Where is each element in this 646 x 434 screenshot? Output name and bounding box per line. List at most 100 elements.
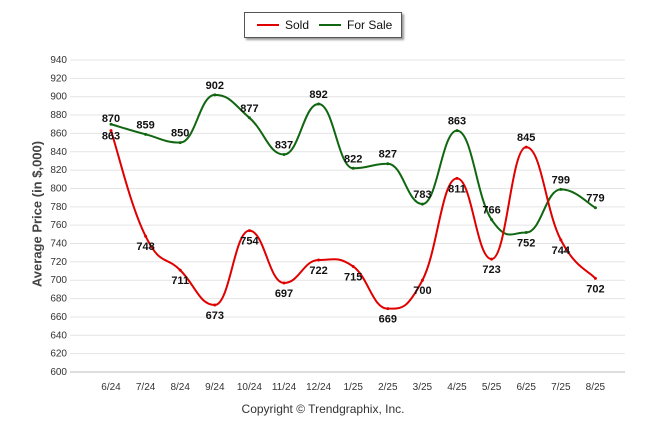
data-label-for-sale-6-25: 752 bbox=[517, 238, 535, 250]
data-label-sold-7-25: 744 bbox=[552, 245, 571, 257]
y-tick-label-760: 760 bbox=[50, 220, 67, 231]
data-label-sold-8-25: 702 bbox=[586, 283, 604, 295]
point-sold-12-24 bbox=[317, 258, 321, 262]
point-for-sale-4-25 bbox=[455, 129, 459, 133]
data-label-sold-6-25: 845 bbox=[517, 132, 535, 144]
x-tick-label-9-24: 9/24 bbox=[205, 382, 225, 393]
x-tick-label-3-25: 3/25 bbox=[413, 382, 433, 393]
x-tick-label-5-25: 5/25 bbox=[482, 382, 502, 393]
legend-swatch-sold bbox=[257, 24, 279, 26]
y-tick-label-840: 840 bbox=[50, 147, 67, 158]
data-label-sold-6-24: 863 bbox=[102, 131, 120, 143]
x-tick-label-2-25: 2/25 bbox=[378, 382, 398, 393]
y-tick-label-920: 920 bbox=[50, 73, 67, 84]
x-tick-label-6-24: 6/24 bbox=[101, 382, 121, 393]
data-label-sold-12-24: 722 bbox=[309, 265, 327, 277]
legend-label-sold: Sold bbox=[285, 18, 310, 32]
series-line-sold bbox=[110, 130, 597, 310]
point-sold-6-25 bbox=[524, 145, 528, 149]
data-label-for-sale-4-25: 863 bbox=[448, 116, 466, 128]
data-label-for-sale-8-25: 779 bbox=[586, 193, 604, 205]
x-tick-label-11-24: 11/24 bbox=[272, 382, 297, 393]
point-for-sale-1-25 bbox=[351, 166, 355, 170]
point-for-sale-7-24 bbox=[144, 132, 148, 136]
point-sold-8-25 bbox=[593, 276, 597, 280]
point-for-sale-8-25 bbox=[593, 206, 597, 210]
x-tick-label-8-25: 8/25 bbox=[586, 382, 606, 393]
legend-label-for-sale: For Sale bbox=[347, 18, 393, 32]
point-sold-3-25 bbox=[420, 278, 424, 282]
data-label-for-sale-8-24: 850 bbox=[171, 128, 189, 140]
legend-item-sold[interactable]: Sold bbox=[257, 13, 309, 37]
copyright-credit: Copyright © Trendgraphix, Inc. bbox=[241, 402, 405, 416]
data-label-for-sale-7-25: 799 bbox=[552, 174, 570, 186]
x-tick-label-8-24: 8/24 bbox=[170, 382, 190, 393]
data-label-sold-10-24: 754 bbox=[240, 236, 259, 248]
data-label-for-sale-5-25: 766 bbox=[482, 205, 500, 217]
point-for-sale-8-24 bbox=[178, 141, 182, 145]
y-axis-ticks: 600 620 640 660 680 700 720 740 760 780 800 820 840 8… bbox=[50, 55, 67, 378]
point-for-sale-6-25 bbox=[524, 231, 528, 235]
data-label-for-sale-7-24: 859 bbox=[136, 119, 154, 131]
x-tick-label-7-24: 7/24 bbox=[136, 382, 156, 393]
x-tick-label-12-24: 12/24 bbox=[306, 382, 331, 393]
data-label-for-sale-10-24: 877 bbox=[240, 103, 258, 115]
y-tick-label-700: 700 bbox=[50, 275, 67, 286]
point-sold-9-24 bbox=[213, 303, 217, 307]
y-tick-label-900: 900 bbox=[50, 92, 67, 103]
data-label-for-sale-9-24: 902 bbox=[206, 80, 224, 92]
point-for-sale-7-25 bbox=[559, 187, 563, 191]
y-tick-label-740: 740 bbox=[50, 239, 67, 250]
y-tick-label-860: 860 bbox=[50, 128, 67, 139]
y-tick-label-820: 820 bbox=[50, 165, 67, 176]
y-tick-label-600: 600 bbox=[50, 367, 67, 378]
data-label-for-sale-11-24: 837 bbox=[275, 140, 293, 152]
data-label-sold-7-24: 748 bbox=[136, 241, 154, 253]
data-label-sold-3-25: 700 bbox=[413, 285, 431, 297]
legend: Sold For Sale bbox=[244, 12, 402, 38]
point-for-sale-12-24 bbox=[317, 102, 321, 106]
data-label-sold-4-25: 811 bbox=[448, 183, 466, 195]
point-sold-5-25 bbox=[490, 257, 494, 261]
data-label-sold-1-25: 715 bbox=[344, 271, 362, 283]
y-tick-label-880: 880 bbox=[50, 110, 67, 121]
data-label-for-sale-1-25: 822 bbox=[344, 153, 362, 165]
data-label-sold-2-25: 669 bbox=[379, 314, 397, 326]
point-sold-10-24 bbox=[247, 229, 251, 233]
legend-item-for-sale[interactable]: For Sale bbox=[319, 13, 392, 37]
y-tick-label-660: 660 bbox=[50, 312, 67, 323]
data-label-for-sale-2-25: 827 bbox=[379, 149, 397, 161]
point-for-sale-11-24 bbox=[282, 153, 286, 157]
data-label-sold-5-25: 723 bbox=[482, 264, 500, 276]
data-label-for-sale-12-24: 892 bbox=[309, 89, 327, 101]
series-line-for-sale bbox=[110, 93, 596, 236]
point-sold-6-24 bbox=[109, 129, 113, 133]
x-axis-ticks: 6/24 7/24 8/24 9/24 10/24 11/24 12/24 1/25 2/25 3… bbox=[101, 382, 605, 393]
data-label-sold-8-24: 711 bbox=[171, 275, 189, 287]
point-for-sale-5-25 bbox=[490, 218, 494, 222]
y-tick-label-680: 680 bbox=[50, 294, 67, 305]
data-labels: 863 748 711 673 754 697 722 715 669 700 811 723 845 7… bbox=[102, 80, 605, 326]
point-sold-1-25 bbox=[351, 264, 355, 268]
y-axis-label: Average Price (in $,000) bbox=[29, 140, 45, 288]
x-tick-label-10-24: 10/24 bbox=[237, 382, 262, 393]
point-sold-8-24 bbox=[178, 268, 182, 272]
data-label-for-sale-6-24: 870 bbox=[102, 113, 120, 125]
y-tick-label-640: 640 bbox=[50, 330, 67, 341]
y-tick-label-620: 620 bbox=[50, 349, 67, 360]
point-for-sale-3-25 bbox=[420, 202, 424, 206]
point-sold-7-25 bbox=[559, 238, 563, 242]
y-tick-label-720: 720 bbox=[50, 257, 67, 268]
data-label-sold-9-24: 673 bbox=[206, 310, 224, 322]
point-sold-7-24 bbox=[144, 234, 148, 238]
legend-swatch-for-sale bbox=[319, 24, 341, 26]
point-sold-11-24 bbox=[282, 281, 286, 285]
x-tick-label-7-25: 7/25 bbox=[551, 382, 571, 393]
y-tick-label-780: 780 bbox=[50, 202, 67, 213]
y-tick-label-940: 940 bbox=[50, 55, 67, 66]
x-tick-label-6-25: 6/25 bbox=[516, 382, 536, 393]
series-lines bbox=[109, 93, 597, 311]
x-tick-label-4-25: 4/25 bbox=[447, 382, 467, 393]
point-sold-4-25 bbox=[455, 176, 459, 180]
